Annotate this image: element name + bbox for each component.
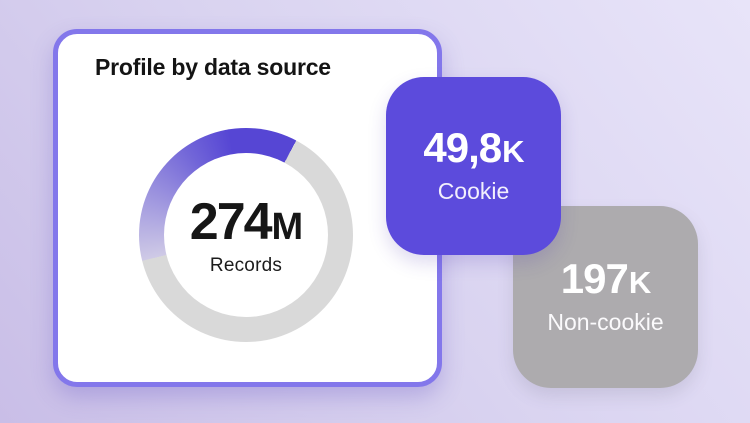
records-total: 274 M bbox=[189, 192, 304, 251]
donut-chart: 274 M Records bbox=[139, 128, 353, 342]
card-title: Profile by data source bbox=[95, 54, 331, 80]
records-total-number: 274 bbox=[189, 192, 273, 251]
cookie-value: 49,8 K bbox=[423, 124, 524, 171]
non-cookie-unit: K bbox=[628, 265, 651, 300]
cookie-unit: K bbox=[502, 134, 524, 169]
non-cookie-value: 197 K bbox=[560, 255, 651, 302]
donut-center: 274 M Records bbox=[164, 153, 328, 317]
cookie-stat-card: 49,8 K Cookie bbox=[386, 77, 561, 255]
cookie-label: Cookie bbox=[437, 178, 510, 204]
cookie-number: 49,8 bbox=[423, 124, 502, 171]
non-cookie-number: 197 bbox=[560, 255, 629, 302]
profile-by-data-source-card: Profile by data source 274 M Records bbox=[53, 29, 442, 387]
records-total-unit: M bbox=[271, 205, 304, 248]
non-cookie-label: Non-cookie bbox=[547, 309, 664, 335]
records-label: Records bbox=[209, 254, 283, 276]
